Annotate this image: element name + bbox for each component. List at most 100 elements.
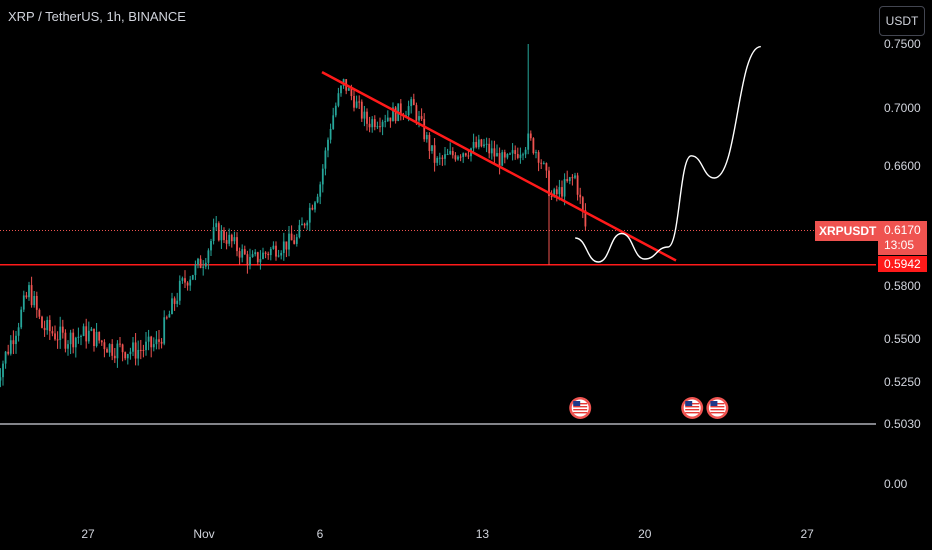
us-flag-event-icon[interactable] <box>569 397 592 419</box>
candle-body <box>540 162 543 164</box>
candle-body <box>124 352 127 359</box>
x-tick-label: Nov <box>193 527 215 541</box>
candle-body <box>103 342 106 350</box>
candle-body <box>519 154 522 158</box>
candle-body <box>80 335 82 337</box>
candle-body <box>160 341 163 344</box>
current-price-value: 0.6170 <box>884 222 921 237</box>
candle-body <box>74 337 77 348</box>
candle-body <box>376 126 379 128</box>
candle-body <box>85 326 88 342</box>
candle-body <box>433 145 436 163</box>
candle-body <box>108 344 111 353</box>
y-tick-label: 0.7000 <box>884 101 921 115</box>
y-tick-label: 0.7500 <box>884 37 921 51</box>
candle-body <box>576 175 579 195</box>
currency-button[interactable]: USDT <box>879 6 925 36</box>
candle-body <box>467 155 470 157</box>
x-tick-label: 27 <box>81 527 95 541</box>
candle-body <box>186 282 189 286</box>
candle-body <box>59 326 62 341</box>
projection-path <box>575 45 762 263</box>
candle-body <box>277 255 280 257</box>
candle-body <box>28 285 30 298</box>
candle-body <box>332 115 335 129</box>
candle-body <box>7 351 10 354</box>
candle-body <box>412 99 415 106</box>
candle-body <box>158 339 160 342</box>
candle-body <box>243 249 246 255</box>
candle-body <box>566 179 569 182</box>
candle-body <box>568 177 571 182</box>
candle-body <box>431 145 433 151</box>
candle-body <box>262 252 264 259</box>
candle-body <box>522 154 524 156</box>
candle-body <box>178 280 181 301</box>
candle-body <box>259 258 262 263</box>
candle-body <box>319 184 322 197</box>
candle-body <box>282 241 285 253</box>
candle-body <box>399 103 402 116</box>
us-flag-event-icon[interactable] <box>706 397 729 419</box>
candle-body <box>358 101 361 103</box>
candle-body <box>459 156 462 158</box>
candle-body <box>295 237 298 244</box>
candle-body <box>506 154 509 158</box>
us-flag-event-icon[interactable] <box>681 397 704 419</box>
candle-body <box>246 254 249 266</box>
candle-body <box>306 222 309 226</box>
candle-body <box>165 317 168 319</box>
candle-body <box>22 295 25 310</box>
candle-body <box>264 252 267 254</box>
candle-body <box>454 155 457 160</box>
candle-body <box>41 316 43 328</box>
candle-body <box>2 363 4 378</box>
candle-body <box>230 234 233 242</box>
candle-body <box>225 240 228 244</box>
candle-body <box>171 298 173 315</box>
candle-body <box>163 317 166 344</box>
candle-body <box>509 153 511 155</box>
candle-body <box>548 170 550 197</box>
candle-body <box>485 143 488 145</box>
candle-body <box>368 123 371 128</box>
candle-body <box>514 150 517 154</box>
y-tick-label: 0.5500 <box>884 332 921 346</box>
candle-body <box>334 105 337 116</box>
candle-body <box>35 295 38 310</box>
candle-body <box>176 300 179 304</box>
candle-body <box>394 107 397 122</box>
candle-body <box>233 237 236 242</box>
candle-body <box>142 350 145 352</box>
candle-body <box>490 148 493 154</box>
candle-body <box>4 351 7 364</box>
candle-body <box>438 157 441 159</box>
candle-body <box>12 340 15 345</box>
candle-body <box>545 163 548 171</box>
candle-body <box>392 107 394 122</box>
candle-body <box>173 298 176 304</box>
candle-body <box>132 342 134 352</box>
candle-body <box>462 153 465 157</box>
candle-body <box>415 105 418 121</box>
y-tick-label: 0.5250 <box>884 375 921 389</box>
candle-body <box>529 133 532 139</box>
candle-body <box>488 143 491 154</box>
candle-body <box>293 240 296 244</box>
candle-body <box>472 141 475 149</box>
candle-body <box>389 117 392 122</box>
candle-body <box>249 257 251 266</box>
candle-body <box>516 153 519 158</box>
candle-body <box>181 278 184 281</box>
candle-body <box>420 116 423 119</box>
candle-body <box>121 344 124 353</box>
candle-body <box>25 295 28 298</box>
candle-body <box>329 128 332 140</box>
chart-title: XRP / TetherUS, 1h, BINANCE <box>8 9 186 24</box>
candle-body <box>371 119 374 128</box>
candle-body <box>272 245 275 249</box>
candle-countdown: 13:05 <box>884 237 915 252</box>
candle-body <box>129 351 132 355</box>
candle-body <box>410 99 413 107</box>
